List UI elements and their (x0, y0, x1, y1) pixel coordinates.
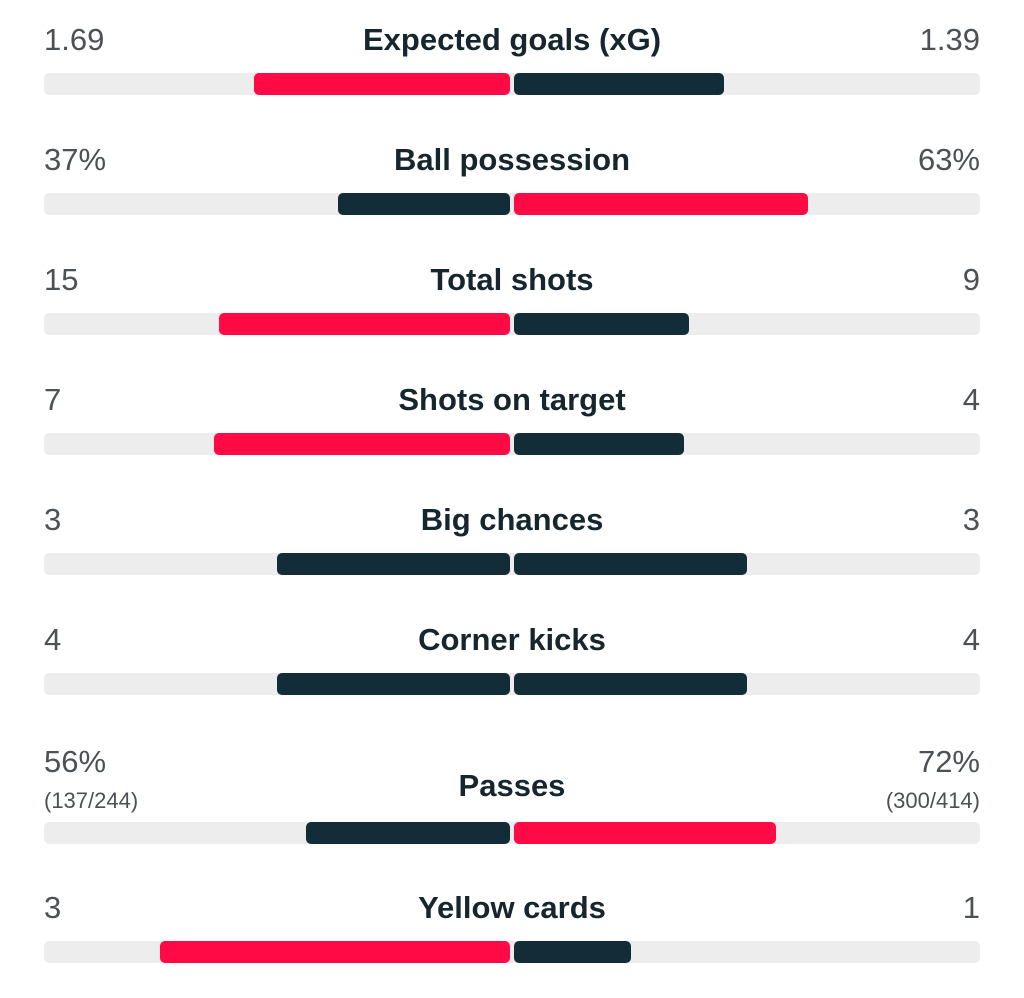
stat-row: 15 9 Total shots (44, 260, 980, 364)
away-value: 72% (917, 744, 980, 779)
away-bar (514, 193, 808, 215)
stat-bar-track (44, 673, 980, 695)
home-bar (277, 673, 510, 695)
stat-bar-track (44, 822, 980, 844)
stat-label: Expected goals (xG) (362, 22, 662, 57)
stat-bar-track (44, 73, 980, 95)
home-value: 15 (44, 262, 79, 297)
stat-row: 1.69 1.39 Expected goals (xG) (44, 20, 980, 124)
away-bar (514, 313, 689, 335)
away-value: 1.39 (919, 22, 980, 57)
stat-label: Ball possession (393, 142, 631, 177)
away-bar (514, 73, 724, 95)
away-value: 4 (962, 382, 980, 417)
stat-label: Passes (458, 768, 566, 803)
home-bar (277, 553, 510, 575)
home-value: 4 (44, 622, 62, 657)
away-bar (514, 822, 776, 844)
away-value: 3 (962, 502, 980, 537)
stat-label: Corner kicks (418, 622, 606, 657)
home-bar (254, 73, 510, 95)
stat-bar-track (44, 433, 980, 455)
home-value: 7 (44, 382, 62, 417)
stat-bar-track (44, 193, 980, 215)
away-value: 9 (962, 262, 980, 297)
away-value: 4 (962, 622, 980, 657)
home-bar (160, 941, 510, 963)
stat-bar-track (44, 313, 980, 335)
away-bar (514, 553, 747, 575)
stat-row: 3 1 Yellow cards (44, 888, 980, 992)
away-bar (514, 673, 747, 695)
away-bar (514, 941, 631, 963)
home-bar (214, 433, 510, 455)
home-bar (338, 193, 510, 215)
stat-label: Big chances (420, 502, 604, 537)
stat-row: 4 4 Corner kicks (44, 620, 980, 724)
stat-bar-track (44, 941, 980, 963)
stat-label: Total shots (430, 262, 594, 297)
stat-label: Shots on target (398, 382, 626, 417)
home-value: 3 (44, 502, 62, 537)
home-bar (219, 313, 510, 335)
stat-row: 7 4 Shots on target (44, 380, 980, 484)
stat-label: Yellow cards (418, 890, 606, 925)
home-value: 37% (44, 142, 107, 177)
home-detail: (137/244) (44, 788, 139, 813)
stat-row: 56% 72% Passes (137/244) (300/414) (44, 742, 980, 846)
away-value: 63% (917, 142, 980, 177)
home-value: 3 (44, 890, 62, 925)
home-value: 1.69 (44, 22, 105, 57)
away-bar (514, 433, 684, 455)
home-value: 56% (44, 744, 107, 779)
stat-row: 3 3 Big chances (44, 500, 980, 604)
stat-bar-track (44, 553, 980, 575)
away-detail: (300/414) (885, 788, 980, 813)
stat-row: 37% 63% Ball possession (44, 140, 980, 244)
away-value: 1 (962, 890, 980, 925)
home-bar (306, 822, 510, 844)
